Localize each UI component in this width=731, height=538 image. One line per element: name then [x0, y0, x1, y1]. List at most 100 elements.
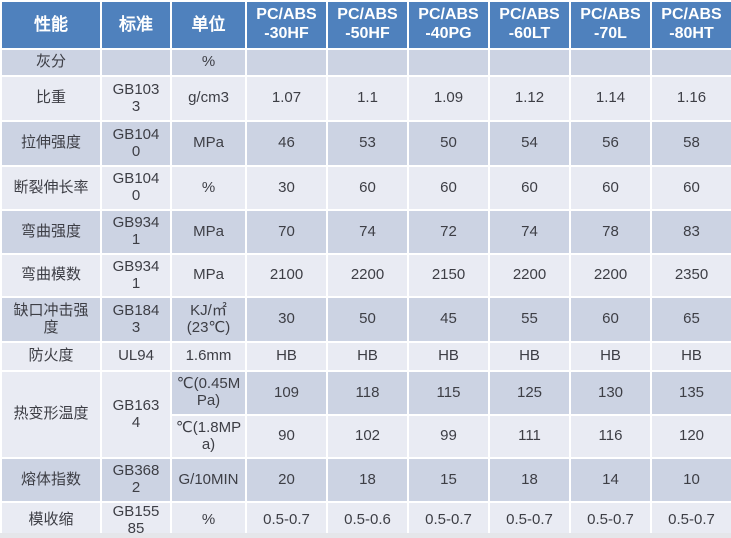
- cell-unit: g/cm3: [170, 75, 247, 122]
- cell-property: 弯曲模数: [0, 253, 102, 298]
- cell-value: 56: [569, 120, 652, 167]
- cell-value: HB: [569, 341, 652, 372]
- cell-value: 115: [407, 370, 490, 416]
- grade-name-line2: -30HF: [264, 25, 309, 42]
- cell-value: 10: [650, 457, 731, 503]
- cell-value: 83: [650, 209, 731, 255]
- cell-standard: GB1040: [100, 165, 172, 211]
- header-cell-grade: PC/ABS -30HF: [245, 0, 328, 50]
- cell-value: 60: [488, 165, 571, 211]
- cell-standard: GB1033: [100, 75, 172, 122]
- cell-value: 1.09: [407, 75, 490, 122]
- cell-value: 1.12: [488, 75, 571, 122]
- cell-value: 46: [245, 120, 328, 167]
- grade-name-line1: PC/ABS: [256, 6, 317, 24]
- table-row: 弯曲模数 GB9341 MPa 2100 2200 2150 2200 2200 2350: [0, 253, 731, 298]
- cell-property: 弯曲强度: [0, 209, 102, 255]
- cell-value: 15: [407, 457, 490, 503]
- cell-value: 118: [326, 370, 409, 416]
- grade-name-line2: -40PG: [425, 25, 472, 42]
- cell-value: 2100: [245, 253, 328, 298]
- header-cell-standard: 标准: [100, 0, 172, 50]
- cell-value: [245, 48, 328, 77]
- cell-standard: GB1634: [100, 370, 172, 459]
- grade-name-line2: -50HF: [345, 25, 390, 42]
- cell-value: 18: [326, 457, 409, 503]
- cell-unit: %: [170, 48, 247, 77]
- cell-property: 断裂伸长率: [0, 165, 102, 211]
- cell-value: 116: [569, 414, 652, 459]
- cell-unit: ℃(1.8MPa): [170, 414, 247, 459]
- cell-unit: KJ/㎡ (23℃): [170, 296, 247, 343]
- cell-value: 50: [326, 296, 409, 343]
- cell-unit: %: [170, 501, 247, 538]
- cell-value: 74: [326, 209, 409, 255]
- table-row: 灰分%: [0, 48, 731, 77]
- cell-unit: %: [170, 165, 247, 211]
- cell-unit: G/10MIN: [170, 457, 247, 503]
- cell-value: 60: [407, 165, 490, 211]
- cell-value: 0.5-0.7: [488, 501, 571, 538]
- cell-value: 0.5-0.6: [326, 501, 409, 538]
- grade-name-line2: -60LT: [508, 25, 551, 42]
- cell-standard: GB15585: [100, 501, 172, 538]
- cell-unit: MPa: [170, 120, 247, 167]
- cell-standard: GB1040: [100, 120, 172, 167]
- cell-value: 70: [245, 209, 328, 255]
- grade-name-line1: PC/ABS: [337, 6, 398, 24]
- header-cell-property: 性能: [0, 0, 102, 50]
- grade-name-line1: PC/ABS: [661, 6, 722, 24]
- cell-standard: GB3682: [100, 457, 172, 503]
- header-cell-unit: 单位: [170, 0, 247, 50]
- cell-unit: MPa: [170, 209, 247, 255]
- cell-value: [650, 48, 731, 77]
- cell-value: 30: [245, 296, 328, 343]
- cell-value: 135: [650, 370, 731, 416]
- cell-property: 灰分: [0, 48, 102, 77]
- cell-value: 60: [569, 296, 652, 343]
- table-row: 缺口冲击强度 GB1843 KJ/㎡ (23℃) 30 50 45 55 60 65: [0, 296, 731, 343]
- cell-value: 78: [569, 209, 652, 255]
- header-row: 性能 标准 单位 PC/ABS -30HF PC/ABS -50HF PC/ABS -40…: [0, 0, 731, 50]
- cell-value: 109: [245, 370, 328, 416]
- table-row: 防火度 UL94 1.6mm HB HB HB HB HB HB: [0, 341, 731, 372]
- table-row: 弯曲强度 GB9341 MPa 70 74 72 74 78 83: [0, 209, 731, 255]
- cell-value: [488, 48, 571, 77]
- cell-standard: GB9341: [100, 253, 172, 298]
- cell-value: 55: [488, 296, 571, 343]
- cell-property: 比重: [0, 75, 102, 122]
- cell-value: 2200: [569, 253, 652, 298]
- cell-value: 0.5-0.7: [407, 501, 490, 538]
- table-row: 断裂伸长率 GB1040% 30 60 60 60 60 60: [0, 165, 731, 211]
- grade-name-line2: -70L: [594, 25, 627, 42]
- cell-unit: 1.6mm: [170, 341, 247, 372]
- cell-value: 60: [569, 165, 652, 211]
- cell-value: 60: [326, 165, 409, 211]
- cell-value: HB: [650, 341, 731, 372]
- cell-unit: ℃(0.45MPa): [170, 370, 247, 416]
- cell-value: 2350: [650, 253, 731, 298]
- cell-value: 2150: [407, 253, 490, 298]
- cell-value: 120: [650, 414, 731, 459]
- cell-value: [569, 48, 652, 77]
- cell-value: 102: [326, 414, 409, 459]
- cell-value: [407, 48, 490, 77]
- cell-value: HB: [488, 341, 571, 372]
- cell-standard: [100, 48, 172, 77]
- cell-property: 熔体指数: [0, 457, 102, 503]
- table-row: 熔体指数 GB3682 G/10MIN 20 18 15 18 14 10: [0, 457, 731, 503]
- cell-unit: MPa: [170, 253, 247, 298]
- cell-value: 54: [488, 120, 571, 167]
- cell-value: 58: [650, 120, 731, 167]
- cell-property: 防火度: [0, 341, 102, 372]
- cell-value: [326, 48, 409, 77]
- cell-property: 模收缩: [0, 501, 102, 538]
- grade-name-line1: PC/ABS: [580, 6, 641, 24]
- header-cell-grade: PC/ABS -50HF: [326, 0, 409, 50]
- table-row: 热变形温度 GB1634 ℃(0.45MPa) 109 118 115 125 130 135: [0, 370, 731, 459]
- table-row: ℃(1.8MPa) 90 102 99 111 116 120: [1, 414, 731, 459]
- table-header: 性能 标准 单位 PC/ABS -30HF PC/ABS -50HF PC/ABS -40…: [0, 0, 731, 50]
- grade-name-line1: PC/ABS: [499, 6, 560, 24]
- cell-standard: UL94: [100, 341, 172, 372]
